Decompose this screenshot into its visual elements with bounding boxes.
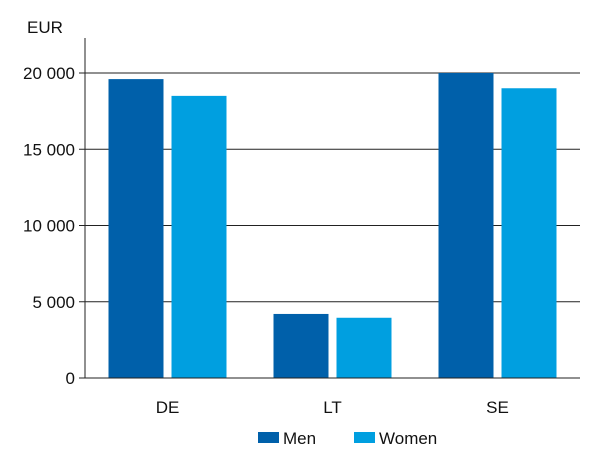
legend-label-men: Men xyxy=(283,429,316,448)
y-axis-unit-label: EUR xyxy=(27,18,63,37)
y-tick-label: 15 000 xyxy=(23,140,75,159)
bar-men-de xyxy=(108,79,164,378)
bars xyxy=(108,73,557,378)
gridlines xyxy=(85,72,580,303)
x-tick-label: DE xyxy=(156,398,180,417)
bar-women-de xyxy=(171,95,227,378)
y-tick-label: 0 xyxy=(66,369,75,388)
legend-swatch-men xyxy=(258,432,279,443)
legend: Men Women xyxy=(258,429,437,448)
bar-women-lt xyxy=(336,317,392,378)
bar-women-se xyxy=(501,88,557,378)
bar-men-lt xyxy=(273,313,329,378)
y-tick-label: 10 000 xyxy=(23,217,75,236)
y-tick-label: 5 000 xyxy=(32,293,75,312)
x-tick-label: SE xyxy=(486,398,509,417)
bar-men-se xyxy=(438,73,494,378)
legend-label-women: Women xyxy=(379,429,437,448)
legend-swatch-women xyxy=(354,432,375,443)
y-tick-label: 20 000 xyxy=(23,64,75,83)
axes xyxy=(79,38,580,379)
x-tick-label: LT xyxy=(323,398,342,417)
labels: 0 5 000 10 000 15 000 20 000 DE LT SE xyxy=(23,64,509,417)
